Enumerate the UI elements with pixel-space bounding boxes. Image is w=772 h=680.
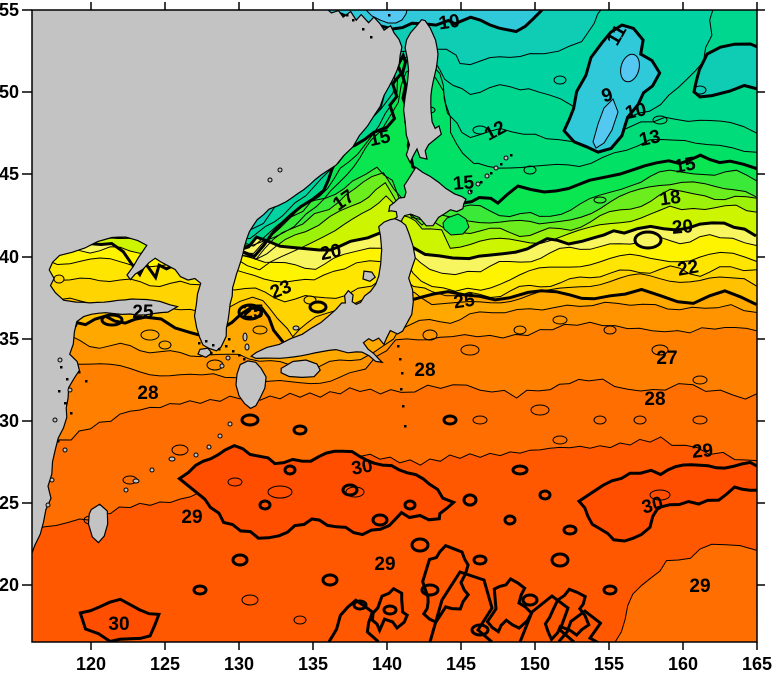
svg-text:20: 20 [0,575,19,595]
svg-text:28: 28 [137,383,158,404]
svg-text:155: 155 [594,654,624,674]
svg-text:18: 18 [658,187,682,211]
svg-text:25: 25 [0,493,19,513]
svg-text:22: 22 [676,256,700,280]
svg-text:28: 28 [414,360,435,381]
svg-text:45: 45 [0,164,19,184]
svg-text:140: 140 [372,654,402,674]
svg-text:30: 30 [350,455,374,479]
svg-text:27: 27 [656,348,677,369]
svg-text:160: 160 [668,654,698,674]
svg-text:10: 10 [437,11,461,35]
svg-text:29: 29 [181,507,202,528]
svg-text:15: 15 [673,153,698,177]
svg-text:20: 20 [318,240,343,265]
svg-text:29: 29 [374,554,395,575]
svg-text:120: 120 [76,654,106,674]
svg-text:40: 40 [0,247,19,267]
svg-text:15: 15 [367,126,392,151]
svg-text:50: 50 [0,82,19,102]
svg-text:35: 35 [0,329,19,349]
svg-text:15: 15 [452,172,475,195]
svg-text:28: 28 [644,389,665,410]
svg-text:145: 145 [446,654,476,674]
svg-text:10: 10 [623,99,648,124]
svg-text:130: 130 [224,654,254,674]
svg-text:150: 150 [520,654,550,674]
svg-text:25: 25 [452,290,476,314]
svg-text:20: 20 [671,216,694,239]
svg-text:135: 135 [298,654,328,674]
svg-text:13: 13 [637,126,662,151]
svg-text:125: 125 [150,654,180,674]
svg-text:29: 29 [691,440,714,463]
svg-text:30: 30 [0,411,19,431]
svg-text:30: 30 [108,614,129,635]
svg-text:165: 165 [742,654,772,674]
svg-text:25: 25 [242,302,264,323]
svg-text:29: 29 [689,576,710,597]
svg-text:25: 25 [132,302,154,323]
svg-text:55: 55 [0,0,19,20]
